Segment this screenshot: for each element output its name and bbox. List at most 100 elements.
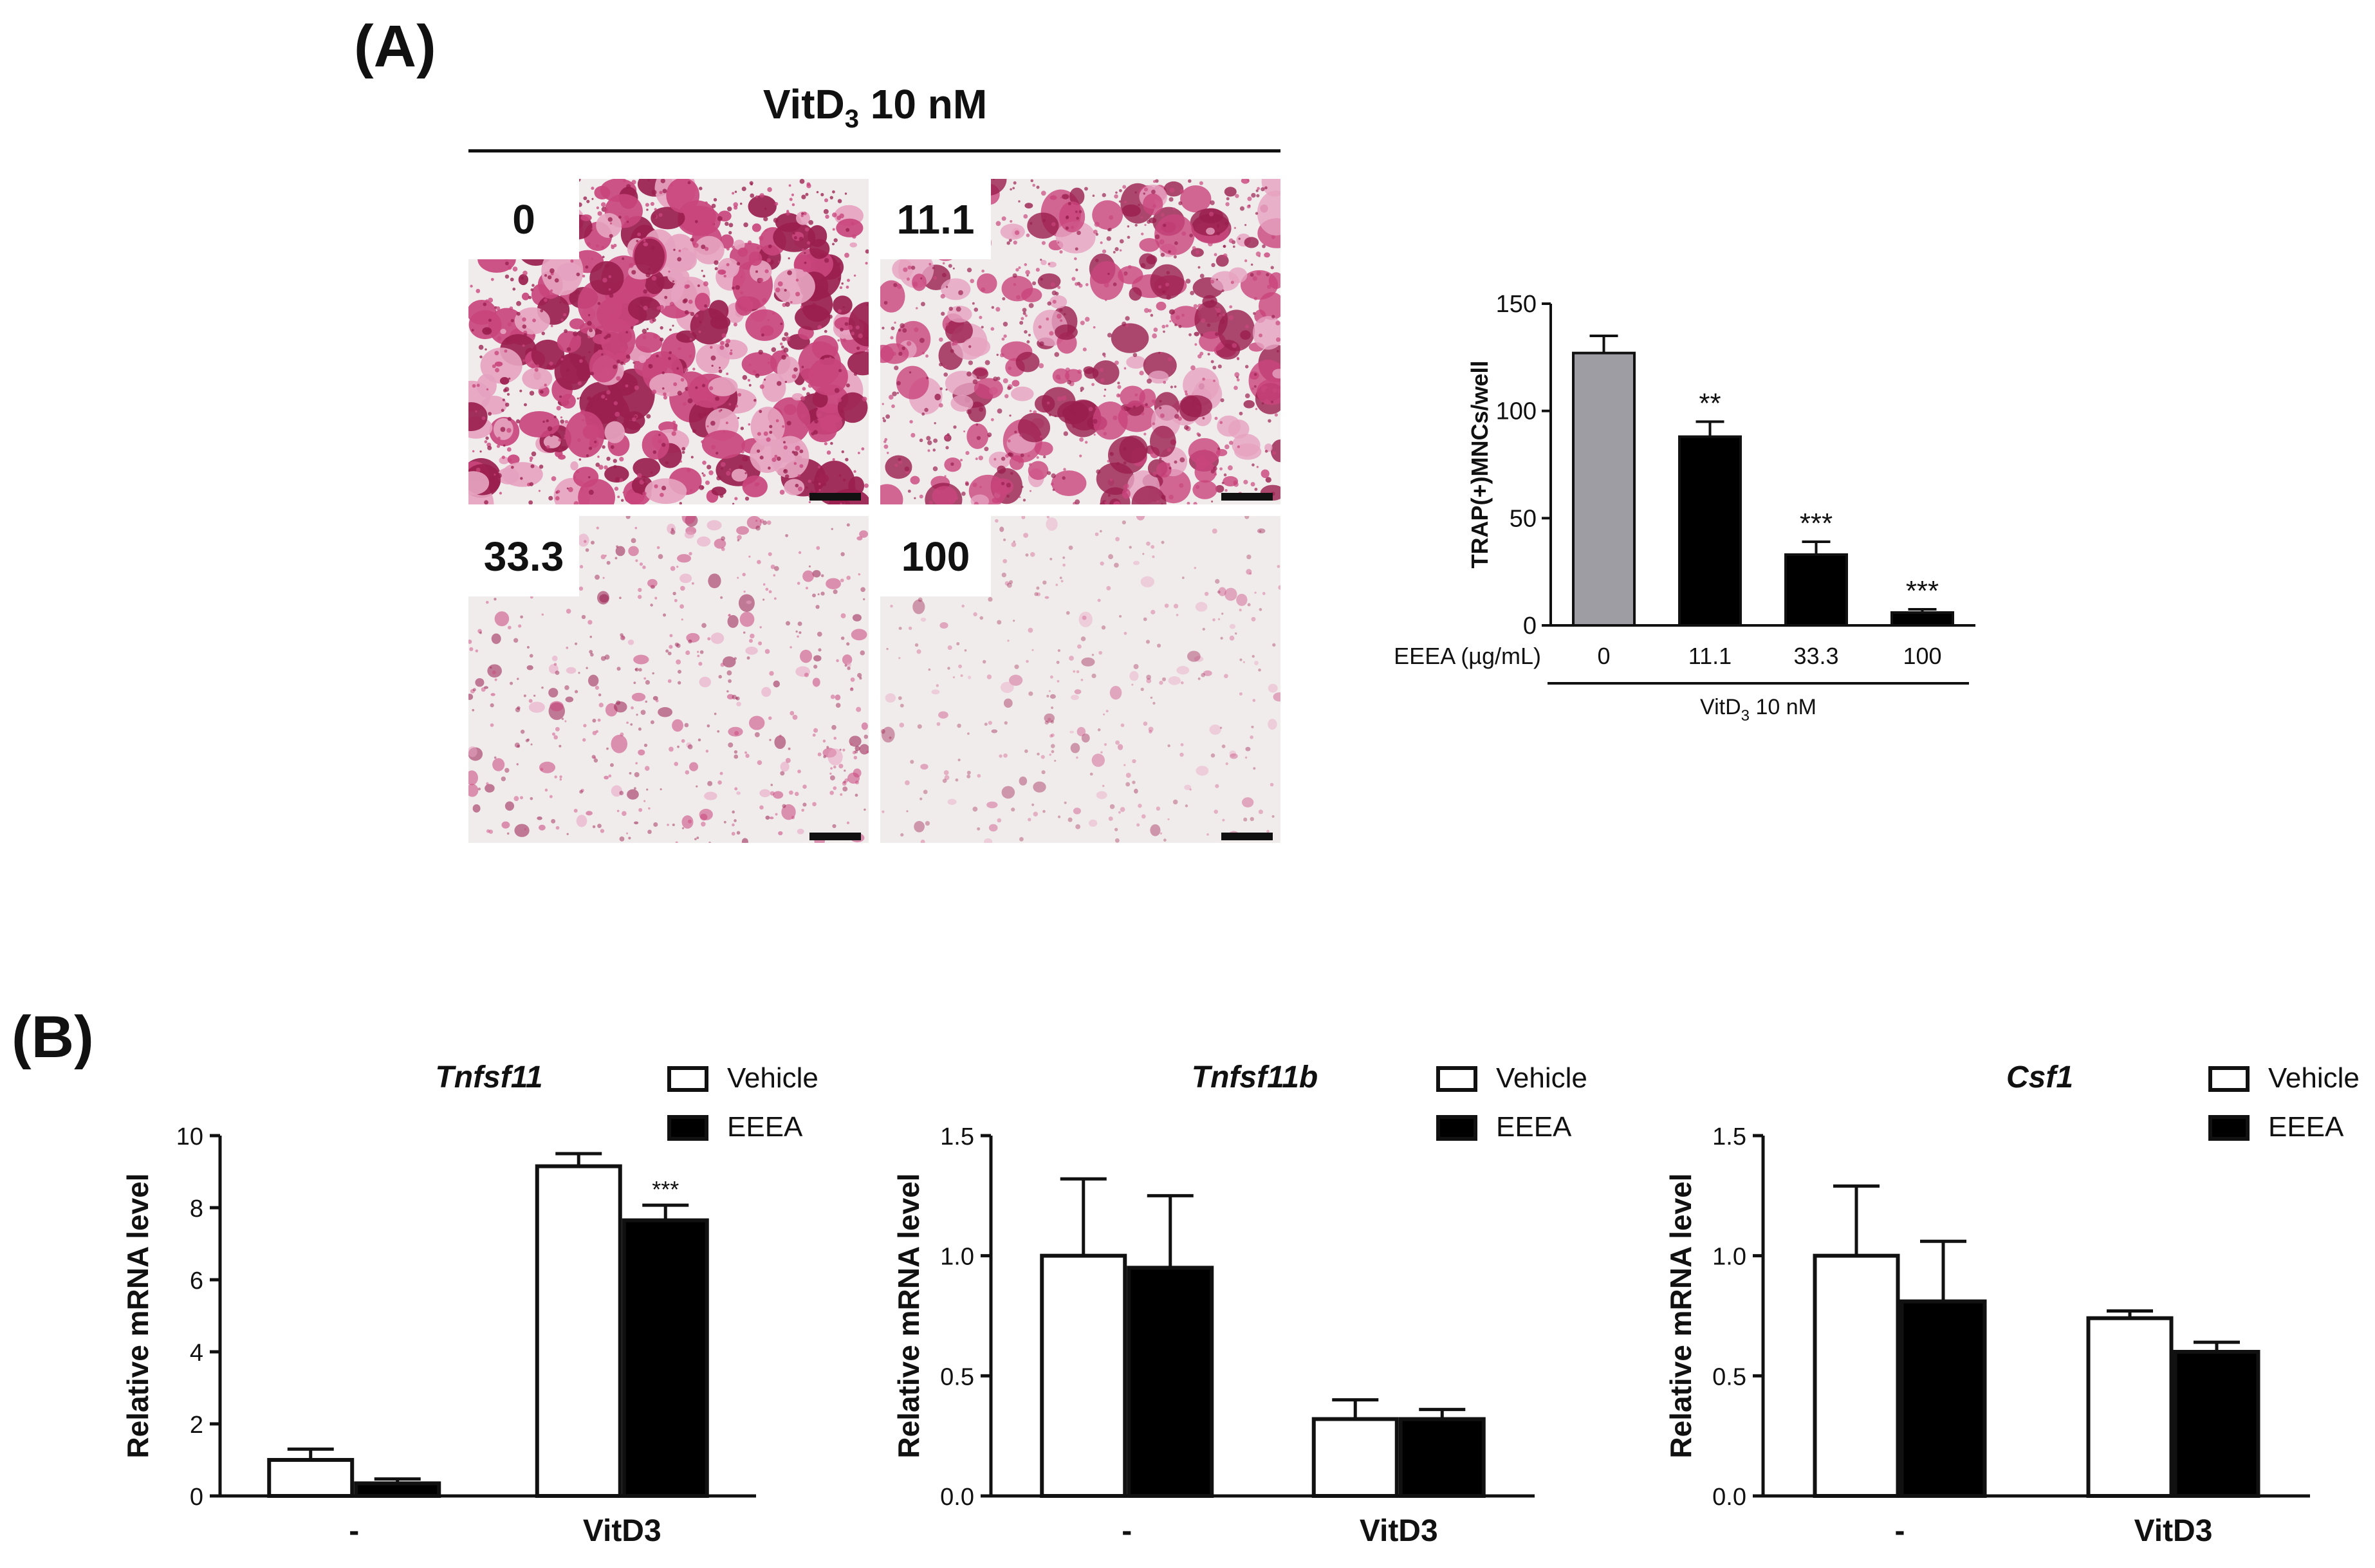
stain-dot bbox=[579, 789, 583, 794]
stain-dot bbox=[1014, 430, 1017, 434]
stain-blob bbox=[1194, 331, 1199, 337]
stain-dot bbox=[1006, 483, 1012, 488]
stain-dot bbox=[650, 471, 653, 474]
stain-dot bbox=[1003, 558, 1008, 564]
stain-dot bbox=[679, 460, 682, 463]
micrograph-100-scalebar bbox=[1221, 833, 1273, 840]
stain-dot bbox=[747, 240, 752, 245]
stain-dot bbox=[1214, 416, 1218, 420]
stain-dot bbox=[734, 497, 738, 501]
stain-dot bbox=[592, 730, 597, 735]
stain-dot bbox=[1085, 283, 1089, 286]
stain-blob bbox=[468, 746, 477, 757]
stain-dot bbox=[853, 470, 856, 473]
stain-dot bbox=[728, 613, 731, 616]
stain-dot bbox=[936, 490, 941, 495]
stain-dot bbox=[1043, 455, 1046, 459]
stain-blob bbox=[739, 611, 755, 627]
stain-dot bbox=[847, 325, 853, 330]
stain-dot bbox=[856, 346, 860, 350]
stain-dot bbox=[688, 551, 692, 556]
stain-blob bbox=[945, 318, 973, 344]
stain-dot bbox=[607, 217, 613, 222]
tnfsf11-legend-label: Vehicle bbox=[727, 1062, 818, 1094]
stain-dot bbox=[1219, 726, 1223, 729]
stain-dot bbox=[626, 721, 629, 724]
stain-blob bbox=[812, 569, 821, 578]
stain-dot bbox=[1272, 643, 1276, 647]
stain-blob bbox=[557, 331, 582, 353]
stain-dot bbox=[1078, 283, 1083, 288]
stain-blob bbox=[934, 393, 941, 401]
stain-dot bbox=[788, 184, 791, 187]
stain-dot bbox=[1194, 343, 1197, 346]
stain-dot bbox=[515, 419, 521, 424]
stain-dot bbox=[721, 333, 726, 338]
stain-dot bbox=[1076, 216, 1080, 220]
stain-dot bbox=[1144, 224, 1147, 226]
stain-blob bbox=[1224, 587, 1237, 601]
stain-dot bbox=[846, 228, 850, 232]
stain-dot bbox=[999, 754, 1003, 758]
stain-dot bbox=[476, 383, 480, 387]
stain-dot bbox=[777, 381, 782, 386]
tnfsf11b-legend-label: Vehicle bbox=[1496, 1062, 1587, 1094]
stain-dot bbox=[619, 478, 624, 483]
stain-dot bbox=[513, 638, 519, 643]
stain-dot bbox=[529, 391, 535, 396]
stain-dot bbox=[1275, 320, 1280, 326]
stain-dot bbox=[479, 355, 483, 358]
stain-dot bbox=[808, 479, 811, 483]
stain-dot bbox=[902, 328, 907, 333]
stain-dot bbox=[734, 750, 738, 754]
stain-dot bbox=[804, 252, 806, 254]
stain-blob bbox=[950, 394, 974, 412]
stain-dot bbox=[1047, 301, 1051, 306]
stain-dot bbox=[658, 439, 662, 444]
micrograph-11-scalebar bbox=[1221, 493, 1273, 501]
stain-dot bbox=[739, 202, 743, 205]
stain-blob bbox=[859, 530, 869, 538]
stain-dot bbox=[668, 356, 671, 360]
stain-dot bbox=[1246, 205, 1251, 209]
stain-dot bbox=[844, 192, 847, 195]
stain-blob bbox=[699, 676, 712, 688]
stain-dot bbox=[613, 417, 618, 421]
stain-dot bbox=[1212, 528, 1217, 534]
stain-dot bbox=[774, 566, 779, 571]
stain-dot bbox=[793, 451, 799, 456]
stain-dot bbox=[914, 327, 919, 333]
stain-dot bbox=[1221, 481, 1224, 484]
stain-dot bbox=[560, 318, 564, 322]
stain-dot bbox=[1134, 223, 1138, 227]
stain-dot bbox=[1159, 239, 1165, 244]
stain-dot bbox=[613, 364, 618, 369]
stain-blob bbox=[827, 748, 843, 766]
stain-dot bbox=[948, 306, 954, 311]
stain-dot bbox=[1066, 215, 1069, 219]
stain-blob bbox=[1081, 733, 1090, 743]
stain-dot bbox=[625, 384, 629, 388]
stain-dot bbox=[800, 396, 804, 400]
stain-dot bbox=[990, 418, 994, 421]
stain-dot bbox=[679, 604, 684, 609]
stain-dot bbox=[820, 192, 824, 197]
stain-dot bbox=[606, 333, 611, 338]
stain-dot bbox=[940, 293, 945, 299]
stain-dot bbox=[669, 746, 674, 752]
trap-significance: *** bbox=[1906, 575, 1939, 607]
stain-dot bbox=[779, 342, 783, 346]
stain-dot bbox=[495, 367, 500, 373]
stain-dot bbox=[1123, 367, 1127, 370]
stain-dot bbox=[1259, 530, 1262, 533]
stain-dot bbox=[817, 325, 822, 330]
stain-dot bbox=[920, 839, 925, 843]
stain-blob bbox=[633, 457, 661, 478]
stain-dot bbox=[813, 430, 818, 435]
stain-dot bbox=[476, 288, 481, 293]
stain-dot bbox=[681, 447, 686, 451]
stain-dot bbox=[674, 762, 679, 766]
stain-dot bbox=[1250, 816, 1254, 822]
stain-dot bbox=[1208, 212, 1214, 217]
stain-dot bbox=[843, 780, 846, 784]
